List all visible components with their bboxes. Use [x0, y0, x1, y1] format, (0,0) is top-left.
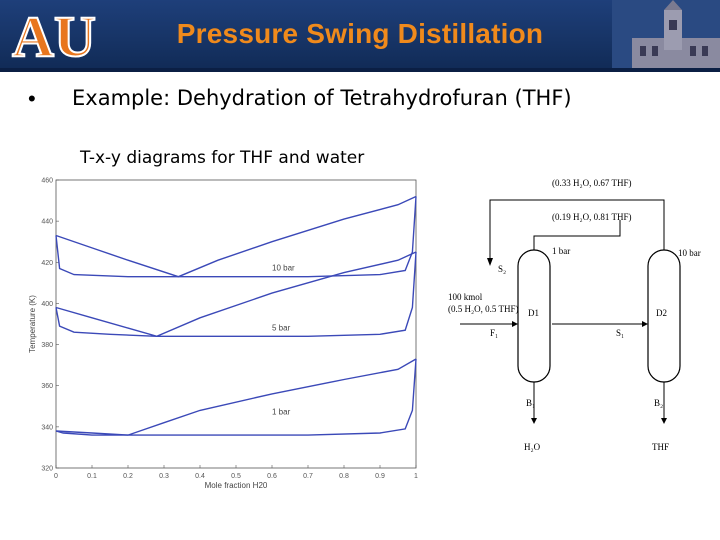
y-tick-label: 440	[41, 219, 53, 226]
feed-amount-label: 100 kmol	[448, 292, 483, 302]
y-tick-label: 360	[41, 383, 53, 390]
annotation-1-bar: 1 bar	[272, 408, 291, 417]
annotation-10-bar: 10 bar	[272, 264, 295, 273]
y-tick-label: 380	[41, 342, 53, 349]
b1-arrow	[531, 418, 537, 424]
series-line-5-bar-bubble	[55, 251, 417, 338]
x-tick-label: 1	[414, 473, 418, 480]
series-line-10-bar-dew	[55, 195, 417, 278]
f1-label: F₁	[490, 328, 498, 338]
y-tick-label: 460	[41, 178, 53, 185]
series-line-10-bar-bubble	[55, 196, 417, 278]
feed-arrow	[512, 321, 518, 327]
recycle-line	[489, 199, 665, 262]
slide-title: Pressure Swing Distillation	[176, 18, 544, 49]
svg-text:AU: AU	[12, 4, 96, 68]
b1-label: B₁	[526, 398, 535, 408]
mid-stream-label: (0.19 H₂O, 0.81 THF)	[552, 212, 631, 222]
x-tick-label: 0.8	[339, 473, 349, 480]
s2-label: S₂	[498, 264, 506, 274]
y-tick-label: 320	[41, 466, 53, 473]
x-tick-label: 0.6	[267, 473, 277, 480]
chart-caption: T-x-y diagrams for THF and water	[80, 148, 365, 168]
auburn-logo-icon: AU	[11, 4, 97, 68]
d1-pressure-label: 1 bar	[552, 246, 570, 256]
x-tick-label: 0.4	[195, 473, 205, 480]
slide-header: AU Pressure Swing Distillation	[0, 0, 720, 72]
txy-chart: 0 0.1 0.2 0.3 0.4 0.5 0.6 0.7 0.8 0.9 1 320 340 360 38…	[28, 178, 418, 491]
plot-frame	[55, 179, 417, 469]
y-tick-label: 420	[41, 260, 53, 267]
d2-label: D2	[656, 308, 667, 318]
b2-label: B₂	[654, 398, 663, 408]
series-line-1-bar-dew	[55, 358, 417, 436]
x-tick-label: 0.2	[123, 473, 133, 480]
water-product-label: H₂O	[524, 442, 541, 452]
x-tick-label: 0.9	[375, 473, 385, 480]
b2-arrow	[661, 418, 667, 424]
s1-label: S₁	[616, 328, 624, 338]
y-tick-label: 340	[41, 424, 53, 431]
distillate-line	[533, 220, 621, 250]
annotation-5-bar: 5 bar	[272, 323, 291, 332]
feed-composition-label: (0.5 H₂O, 0.5 THF)	[448, 304, 518, 314]
process-flow-diagram: (0.33 H₂O, 0.67 THF) (0.19 H₂O, 0.81 THF…	[448, 178, 701, 452]
recycle-arrow	[487, 258, 493, 266]
campus-tower-icon	[612, 0, 720, 72]
series-line-5-bar-dew	[55, 251, 417, 338]
series-line-1-bar-bubble	[55, 358, 417, 436]
thf-product-label: THF	[652, 442, 669, 452]
y-axis-label: Temperature (K)	[28, 295, 37, 353]
header-divider	[0, 68, 720, 72]
x-tick-label: 0.7	[303, 473, 313, 480]
top-stream-label: (0.33 H₂O, 0.67 THF)	[552, 178, 631, 188]
x-axis-label: Mole fraction H20	[205, 481, 268, 490]
bullet-text: Example: Dehydration of Tetrahydrofuran …	[72, 86, 572, 110]
x-tick-label: 0.1	[87, 473, 97, 480]
bullet-marker: •	[28, 86, 36, 111]
d1-label: D1	[528, 308, 539, 318]
s1-arrow	[642, 321, 648, 327]
x-tick-label: 0.3	[159, 473, 169, 480]
x-tick-label: 0.5	[231, 473, 241, 480]
d2-pressure-label: 10 bar	[678, 248, 701, 258]
x-tick-label: 0	[54, 473, 58, 480]
y-tick-label: 400	[41, 301, 53, 308]
